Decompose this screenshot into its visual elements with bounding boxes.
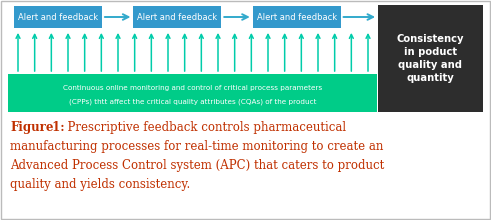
Text: 1:: 1: [48, 121, 65, 134]
Bar [8, 74, 377, 112]
Text: (CPPs) thtt affect the critical quality attributes (CQAs) of the product: (CPPs) thtt affect the critical quality … [69, 98, 316, 105]
Text: Prescriptive feedback controls pharmaceutical: Prescriptive feedback controls pharmaceu… [60, 121, 346, 134]
Text: Figure: Figure [10, 121, 54, 134]
Bar [378, 5, 483, 112]
Text: Continuous online monitoring and control of critical process parameters: Continuous online monitoring and control… [63, 85, 322, 92]
Text: Alert and feedback: Alert and feedback [257, 13, 337, 22]
Text: quality and yields consistency.: quality and yields consistency. [10, 178, 190, 191]
Text: Advanced Process Control system (APC) that caters to product: Advanced Process Control system (APC) th… [10, 159, 384, 172]
Text: manufacturing processes for real-time monitoring to create an: manufacturing processes for real-time mo… [10, 140, 383, 153]
Text: Alert and feedback: Alert and feedback [137, 13, 218, 22]
Text: Consistency
in poduct
quality and
quantity: Consistency in poduct quality and quanti… [397, 34, 464, 83]
Bar [134, 6, 221, 28]
Text: Alert and feedback: Alert and feedback [18, 13, 98, 22]
Bar [253, 6, 341, 28]
Bar [14, 6, 102, 28]
